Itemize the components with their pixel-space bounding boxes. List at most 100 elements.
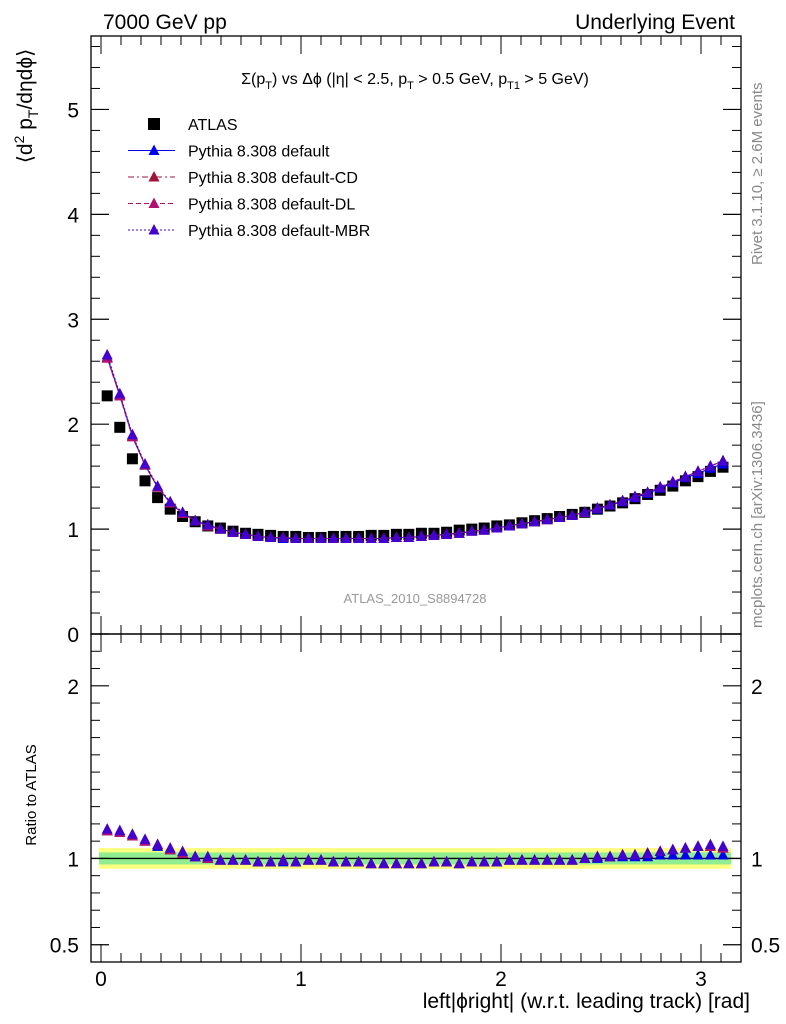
data-point bbox=[101, 390, 113, 402]
mcplots-label: mcplots.cern.ch [arXiv:1306.3436] bbox=[749, 401, 766, 628]
legend-label: Pythia 8.308 default bbox=[188, 144, 330, 161]
ratio-point bbox=[478, 855, 490, 867]
ratio-point bbox=[717, 848, 729, 860]
header-right: Underlying Event bbox=[575, 11, 735, 34]
ratio-point bbox=[164, 842, 176, 853]
data-point bbox=[164, 503, 176, 515]
data-point bbox=[252, 530, 264, 541]
ratio-point bbox=[240, 854, 252, 865]
ratio-point bbox=[277, 854, 289, 865]
data-point bbox=[604, 498, 616, 510]
legend-label: Pythia 8.308 default-MBR bbox=[188, 223, 370, 240]
legend: ATLAS Pythia 8.308 default Pythia 8.308 de… bbox=[128, 117, 370, 240]
x-axis-label: left|ϕright| (w.r.t. leading track) [rad… bbox=[423, 990, 750, 1013]
data-point bbox=[265, 531, 277, 542]
data-point bbox=[717, 454, 729, 466]
data-point bbox=[679, 470, 691, 482]
ratio-point bbox=[692, 848, 704, 860]
ratio-point bbox=[516, 854, 528, 865]
legend-marker bbox=[148, 118, 160, 130]
data-point bbox=[240, 528, 252, 539]
data-point bbox=[353, 532, 365, 544]
series-line bbox=[106, 357, 724, 540]
y-tick-label: 1 bbox=[67, 519, 79, 542]
ratio-point bbox=[101, 823, 113, 834]
data-point bbox=[302, 532, 314, 544]
data-point bbox=[214, 523, 226, 534]
legend-entry: Pythia 8.308 default-CD bbox=[128, 170, 358, 187]
data-point bbox=[692, 465, 704, 476]
data-point bbox=[114, 387, 126, 399]
data-point bbox=[629, 490, 641, 502]
series-line bbox=[106, 356, 724, 540]
data-point bbox=[453, 527, 465, 538]
x-tick-label: 2 bbox=[495, 968, 507, 991]
ratio-point bbox=[704, 838, 716, 850]
y-axis-label: ⟨d2 pT/dηdϕ⟩ bbox=[11, 49, 41, 164]
ratio-y-tick-label: 1 bbox=[67, 848, 79, 871]
ratio-point bbox=[491, 855, 503, 867]
data-point bbox=[139, 458, 151, 469]
ratio-point bbox=[353, 855, 365, 867]
ratio-y-tick-label-right: 1 bbox=[751, 848, 763, 871]
series-line bbox=[106, 354, 724, 540]
ratio-y-tick-label: 2 bbox=[67, 676, 79, 699]
ratio-point bbox=[629, 848, 641, 860]
legend-entry: Pythia 8.308 default bbox=[128, 144, 330, 161]
data-point bbox=[315, 532, 327, 544]
data-point bbox=[164, 495, 176, 507]
ratio-point bbox=[654, 845, 666, 857]
x-tick-label: 3 bbox=[695, 968, 707, 991]
ratio-point bbox=[415, 857, 427, 869]
ratio-point bbox=[503, 854, 515, 865]
data-point bbox=[340, 532, 352, 544]
legend-label: ATLAS bbox=[188, 117, 238, 134]
series-pythia-8-308-default bbox=[101, 351, 729, 544]
ratio-point bbox=[403, 857, 415, 869]
ratio-point bbox=[390, 857, 402, 869]
data-point bbox=[566, 509, 578, 520]
y-tick-label: 2 bbox=[67, 414, 79, 437]
ratio-point bbox=[152, 838, 164, 850]
data-point bbox=[642, 486, 654, 497]
data-point bbox=[365, 532, 377, 544]
ratio-point bbox=[579, 852, 591, 863]
y-tick-label: 0 bbox=[67, 624, 79, 647]
ratio-point bbox=[441, 855, 453, 867]
ratio-point bbox=[591, 850, 603, 862]
ratio-point bbox=[315, 854, 327, 865]
data-point bbox=[503, 519, 515, 531]
legend-label: Pythia 8.308 default-DL bbox=[188, 197, 355, 214]
ratio-point bbox=[340, 855, 352, 867]
legend-marker bbox=[148, 224, 160, 235]
data-point bbox=[290, 532, 302, 544]
ratio-point bbox=[290, 855, 302, 867]
data-point bbox=[277, 531, 289, 542]
data-point bbox=[390, 531, 402, 542]
ratio-point bbox=[679, 842, 691, 853]
ratio-point bbox=[704, 848, 716, 860]
ratio-point bbox=[617, 848, 629, 860]
data-point bbox=[378, 532, 390, 544]
data-point bbox=[478, 524, 490, 535]
series-line bbox=[106, 357, 724, 540]
ratio-point bbox=[453, 857, 465, 869]
ratio-point bbox=[265, 855, 277, 867]
ratio-point bbox=[327, 855, 339, 867]
ratio-point bbox=[679, 848, 691, 860]
data-point bbox=[139, 475, 151, 487]
legend-marker bbox=[148, 171, 160, 182]
data-point bbox=[554, 511, 566, 523]
ratio-point bbox=[554, 854, 566, 865]
ratio-point bbox=[717, 840, 729, 851]
y-tick-label: 3 bbox=[67, 309, 79, 332]
ratio-point bbox=[189, 850, 201, 862]
data-point bbox=[541, 513, 553, 525]
y-tick-label: 5 bbox=[67, 99, 79, 122]
ratio-point bbox=[177, 845, 189, 857]
ratio-y-axis-label: Ratio to ATLAS bbox=[23, 744, 40, 845]
main-panel: 0 1 2 3 4 5 bbox=[67, 35, 742, 647]
header-left: 7000 GeV pp bbox=[103, 11, 227, 34]
ratio-point bbox=[692, 840, 704, 851]
